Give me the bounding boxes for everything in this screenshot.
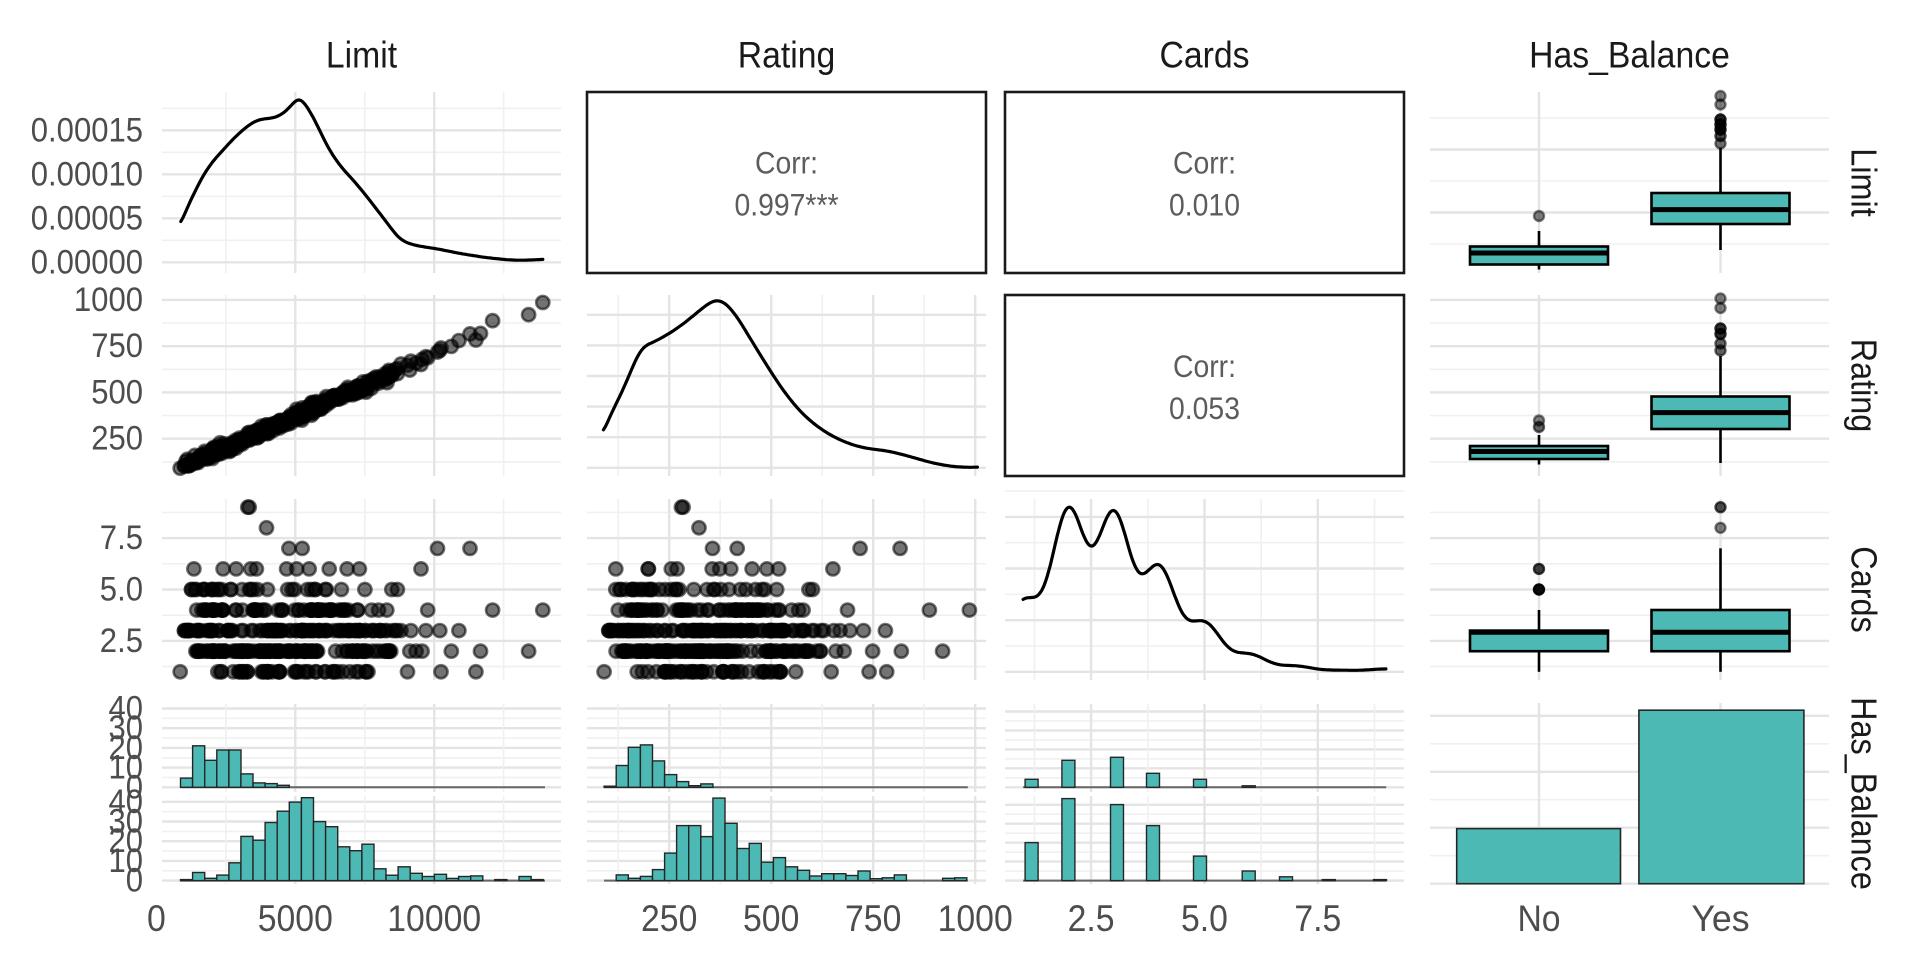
svg-text:5000: 5000 bbox=[258, 897, 333, 939]
svg-text:1000: 1000 bbox=[938, 897, 1013, 939]
svg-text:Cards: Cards bbox=[1844, 546, 1885, 632]
svg-text:40: 40 bbox=[109, 690, 144, 728]
svg-text:500: 500 bbox=[743, 897, 799, 939]
svg-text:Has_Balance: Has_Balance bbox=[1844, 697, 1885, 890]
svg-text:7.5: 7.5 bbox=[1294, 897, 1341, 939]
svg-text:1000: 1000 bbox=[74, 281, 143, 319]
svg-text:Yes: Yes bbox=[1691, 897, 1749, 939]
svg-text:Rating: Rating bbox=[1844, 339, 1885, 433]
svg-text:0.053: 0.053 bbox=[1169, 390, 1240, 426]
svg-text:7.5: 7.5 bbox=[100, 519, 143, 557]
svg-text:0: 0 bbox=[126, 862, 143, 900]
svg-text:Cards: Cards bbox=[1160, 34, 1250, 76]
svg-text:0.010: 0.010 bbox=[1169, 187, 1240, 223]
svg-text:250: 250 bbox=[641, 897, 697, 939]
svg-text:0: 0 bbox=[126, 768, 143, 806]
svg-text:750: 750 bbox=[845, 897, 901, 939]
svg-text:0.00000: 0.00000 bbox=[31, 243, 143, 281]
svg-text:0.00010: 0.00010 bbox=[31, 155, 143, 193]
svg-text:20: 20 bbox=[109, 822, 144, 860]
svg-text:Rating: Rating bbox=[738, 34, 836, 76]
svg-text:250: 250 bbox=[91, 420, 143, 458]
svg-text:Has_Balance: Has_Balance bbox=[1529, 34, 1730, 76]
svg-text:Limit: Limit bbox=[1844, 148, 1885, 216]
svg-text:0.997***: 0.997*** bbox=[735, 187, 839, 223]
svg-text:2.5: 2.5 bbox=[1068, 897, 1115, 939]
svg-text:2.5: 2.5 bbox=[100, 622, 143, 660]
svg-text:20: 20 bbox=[109, 729, 144, 767]
svg-text:Corr:: Corr: bbox=[1173, 348, 1236, 384]
svg-text:10: 10 bbox=[109, 842, 144, 880]
svg-text:30: 30 bbox=[109, 803, 144, 841]
svg-text:500: 500 bbox=[91, 373, 143, 411]
svg-text:0: 0 bbox=[147, 897, 166, 939]
svg-text:5.0: 5.0 bbox=[100, 571, 143, 609]
svg-text:Corr:: Corr: bbox=[1173, 145, 1236, 181]
svg-text:0.00015: 0.00015 bbox=[31, 111, 143, 149]
svg-text:0.00005: 0.00005 bbox=[31, 199, 143, 237]
svg-text:Limit: Limit bbox=[326, 34, 398, 76]
svg-text:30: 30 bbox=[109, 709, 144, 747]
svg-text:5.0: 5.0 bbox=[1181, 897, 1228, 939]
svg-text:750: 750 bbox=[91, 327, 143, 365]
svg-text:40: 40 bbox=[109, 783, 144, 821]
svg-text:Corr:: Corr: bbox=[755, 145, 818, 181]
svg-text:No: No bbox=[1517, 897, 1560, 939]
svg-text:10: 10 bbox=[109, 749, 144, 787]
svg-text:10000: 10000 bbox=[387, 897, 481, 939]
